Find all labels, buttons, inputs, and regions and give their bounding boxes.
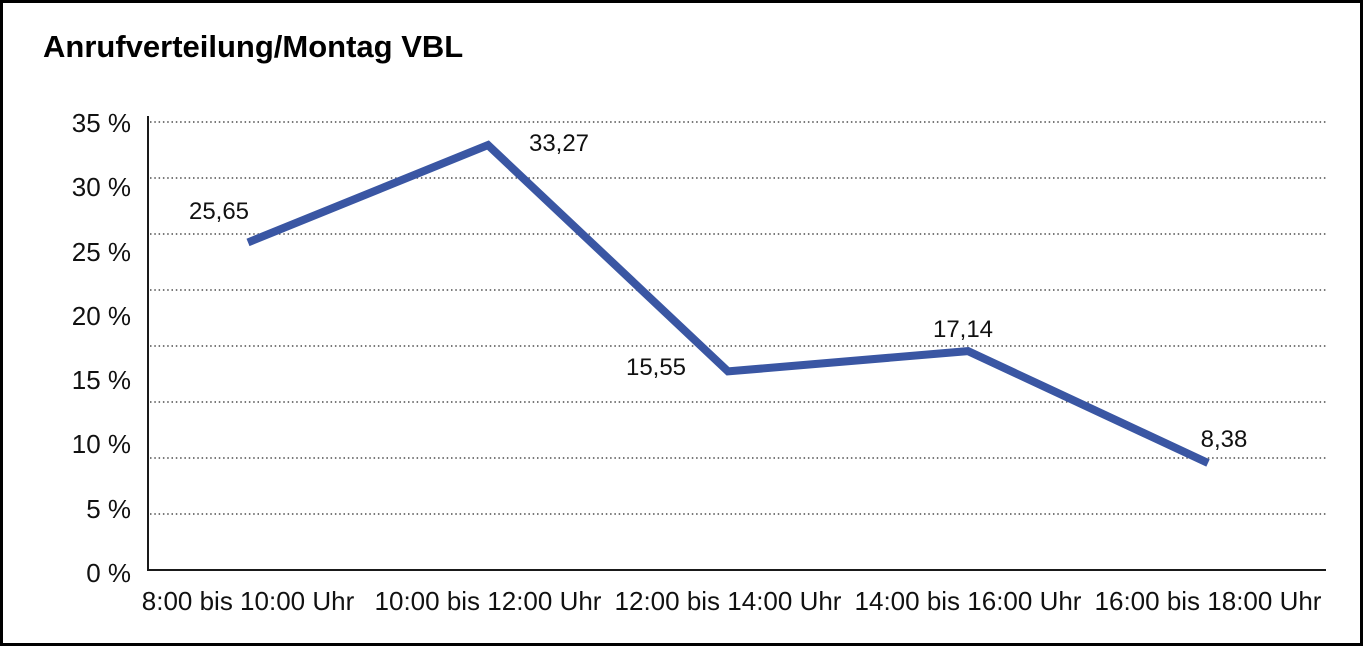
data-point-label: 15,55	[625, 354, 687, 382]
data-point-label: 8,38	[1200, 425, 1248, 453]
line-chart-svg	[147, 116, 1326, 571]
chart-title: Anrufverteilung/Montag VBL	[43, 29, 464, 64]
y-axis-tick-label: 0 %	[86, 557, 131, 588]
gridlines-group	[150, 121, 1326, 515]
y-axis-tick-label: 10 %	[71, 429, 131, 460]
y-axis-tick-label: 5 %	[86, 493, 131, 524]
axes-group	[147, 116, 1326, 571]
x-axis-category-label: 8:00 bis 10:00 Uhr	[141, 586, 355, 616]
x-axis-category-label: 10:00 bis 12:00 Uhr	[374, 586, 602, 616]
x-axis-category-label: 16:00 bis 18:00 Uhr	[1094, 586, 1322, 616]
y-axis-tick-label: 15 %	[71, 365, 131, 396]
y-axis-tick-label: 20 %	[71, 300, 131, 331]
data-point-label: 33,27	[528, 130, 590, 158]
data-point-label: 17,14	[932, 316, 994, 344]
data-point-label: 25,65	[188, 198, 250, 226]
x-axis-category-label: 12:00 bis 14:00 Uhr	[614, 586, 842, 616]
y-axis-tick-label: 35 %	[71, 108, 131, 138]
data-series-line	[246, 140, 1210, 467]
data-series-group	[246, 140, 1210, 467]
x-axis-category-label: 14:00 bis 16:00 Uhr	[854, 586, 1082, 616]
y-axis-tick-label: 30 %	[71, 172, 131, 203]
y-axis-tick-label: 25 %	[71, 236, 131, 267]
